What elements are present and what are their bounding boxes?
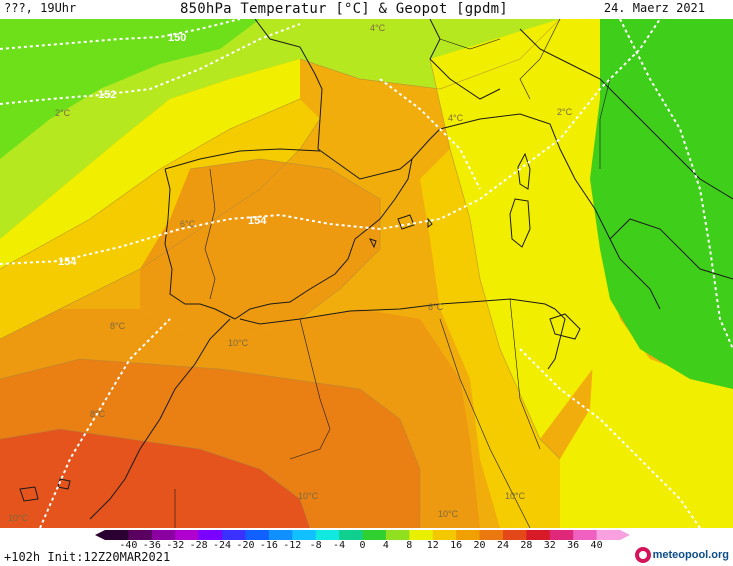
isotherm-label: 6°C — [428, 302, 444, 312]
colorbar-cell — [479, 530, 504, 540]
isotherm-label: 10°C — [8, 513, 29, 523]
isotherm-label: 2°C — [557, 107, 573, 117]
isotherm-label: 2°C — [55, 108, 71, 118]
temp-band-yellow-green — [0, 19, 560, 239]
colorbar-cell — [362, 530, 387, 540]
colorbar-cell — [245, 530, 270, 540]
isotherm-label: 8°C — [110, 321, 126, 331]
colorbar-cell — [339, 530, 363, 540]
colorbar-cell — [409, 530, 434, 540]
colorbar-tick-label: 0 — [359, 540, 366, 551]
temp-band-yellow-east — [560, 249, 733, 528]
colorbar-tick-label: 8 — [406, 540, 413, 551]
logo-text: meteopool.org — [652, 549, 729, 561]
coastlines — [89, 19, 733, 520]
colorbar-cell — [432, 530, 457, 540]
meteopool-logo-icon — [634, 547, 651, 563]
colorbar-tick-label: -12 — [283, 540, 302, 551]
geopot-label: 154 — [248, 215, 267, 227]
colorbar-cell — [526, 530, 551, 540]
colorbar-tip-right — [620, 530, 630, 540]
colorbar-cell — [151, 530, 176, 540]
init-time: +102h Init:12Z20MAR2021 — [4, 550, 171, 564]
colorbar-tick-label: -8 — [309, 540, 322, 551]
colorbar-cell — [315, 530, 340, 540]
islands — [19, 152, 581, 502]
colorbar-cell — [502, 530, 527, 540]
geopot-label: 150 — [168, 32, 186, 44]
colorbar-tick-label: -24 — [213, 540, 232, 551]
temp-band-yellow-north — [0, 59, 300, 269]
colorbar-tick-label: -32 — [166, 540, 185, 551]
header-timestamp: ???, 19Uhr — [4, 1, 77, 15]
meteopool-logo: meteopool.org — [634, 546, 729, 564]
colorbar-cell — [385, 530, 410, 540]
colorbar-cell — [549, 530, 574, 540]
colorbar-tick-label: 24 — [496, 540, 509, 551]
temp-band-yellow-central — [430, 19, 620, 439]
isotherm-label: 10°C — [228, 338, 249, 348]
header-bar: ???, 19Uhr 850hPa Temperatur [°C] & Geop… — [0, 0, 733, 19]
colorbar-tip-left — [95, 530, 105, 540]
isotherm-label: 4°C — [448, 113, 464, 123]
temp-band-red-orange — [0, 429, 310, 528]
temp-band-orange — [140, 159, 380, 339]
colorbar-tick-label: 36 — [567, 540, 580, 551]
colorbar-cell — [268, 530, 293, 540]
colorbar-tick-label: 32 — [543, 540, 556, 551]
colorbar-cell — [456, 530, 481, 540]
colorbar-tick-label: 20 — [473, 540, 486, 551]
temperature-colorbar — [95, 530, 630, 540]
isotherm-label: 6°C — [180, 219, 196, 229]
colorbar-tick-label: 40 — [590, 540, 603, 551]
colorbar-tick-label: 28 — [520, 540, 533, 551]
colorbar-cell — [175, 530, 200, 540]
colorbar-labels: -40 -36 -32 -28 -24 -20 -16 -12 -8 -4 0 4 8 12 16 20 24 2… — [0, 540, 733, 554]
colorbar-tick-label: -40 — [119, 540, 138, 551]
colorbar-tick-label: -36 — [142, 540, 161, 551]
isotherm-label: 4°C — [370, 23, 386, 33]
colorbar-tick-label: 4 — [382, 540, 389, 551]
colorbar-tick-label: -28 — [189, 540, 208, 551]
colorbar-cell — [292, 530, 317, 540]
isotherm-label: 10°C — [298, 491, 319, 501]
temp-band-green-east — [590, 19, 733, 389]
geopot-label: 152 — [98, 89, 116, 101]
colorbar-cell — [105, 530, 129, 540]
colorbar-cell — [198, 530, 223, 540]
header-date: 24. Maerz 2021 — [603, 1, 705, 15]
colorbar-tick-label: 12 — [426, 540, 439, 551]
temp-band-yellow-orange — [0, 99, 320, 339]
colorbar-cell — [222, 530, 246, 540]
isotherm-label: 8°C — [90, 409, 106, 419]
colorbar-cell — [128, 530, 153, 540]
map-title: 850hPa Temperatur [°C] & Geopot [gpdm] — [180, 1, 508, 17]
colorbar-tick-label: -20 — [236, 540, 255, 551]
colorbar-tick-label: 16 — [450, 540, 463, 551]
weather-map: 150 152 154 154 4°C 2°C 4°C 2°C 6°C 6°C … — [0, 19, 733, 528]
borders — [174, 19, 611, 528]
temp-band-yellow-orange-east — [420, 149, 560, 528]
colorbar-tick-label: -4 — [333, 540, 346, 551]
colorbar-cell — [573, 530, 598, 540]
isotherm-lines — [0, 19, 561, 528]
isotherm-label: 10°C — [505, 491, 526, 501]
isotherm-label: 10°C — [438, 509, 459, 519]
colorbar-tick-label: -16 — [259, 540, 278, 551]
geopot-label: 154 — [58, 256, 77, 268]
colorbar-cell — [596, 530, 621, 540]
geopotential-lines — [0, 19, 733, 528]
footer-bar: -40 -36 -32 -28 -24 -20 -16 -12 -8 -4 0 4 8 12 16 20 24 2… — [0, 528, 733, 566]
temp-band-green-west — [0, 19, 260, 159]
